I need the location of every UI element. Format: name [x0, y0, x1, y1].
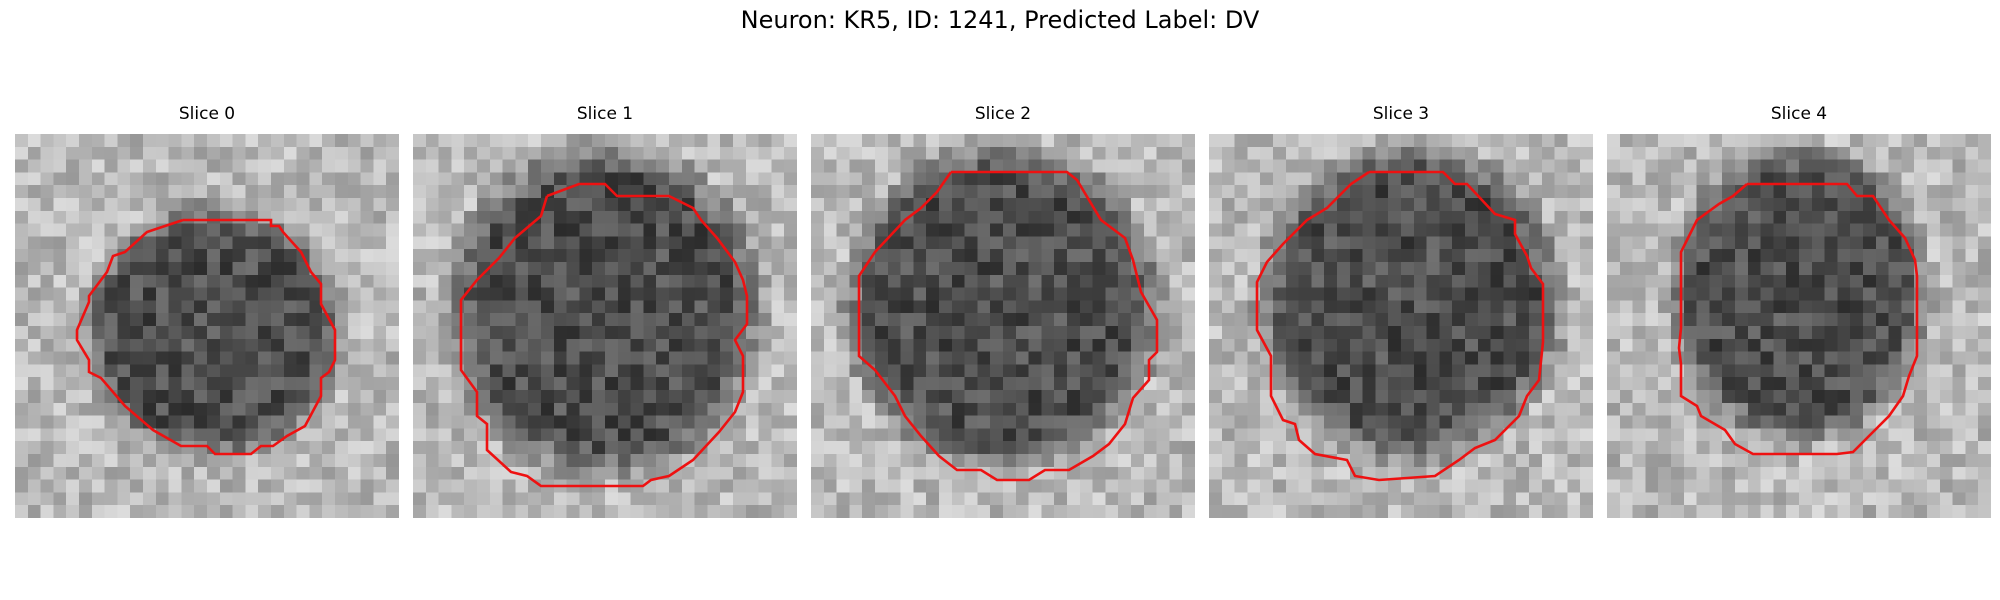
slice-image [811, 134, 1195, 518]
segmentation-contour [857, 170, 1159, 482]
segmentation-contour [75, 218, 337, 456]
segmentation-contour [459, 182, 749, 488]
slice-panel: Slice 0 [15, 104, 399, 518]
slice-title: Slice 2 [974, 104, 1032, 124]
slice-image [1209, 134, 1593, 518]
slice-title: Slice 3 [1372, 104, 1430, 124]
slice-panel: Slice 3 [1209, 104, 1593, 518]
segmentation-contour [1255, 170, 1545, 482]
slice-panel: Slice 2 [811, 104, 1195, 518]
slice-title: Slice 1 [576, 104, 634, 124]
slice-image [413, 134, 797, 518]
segmentation-contour [1677, 182, 1919, 456]
slice-panel: Slice 4 [1607, 104, 1991, 518]
slice-panel: Slice 1 [413, 104, 797, 518]
slice-title: Slice 4 [1770, 104, 1828, 124]
slice-title: Slice 0 [178, 104, 236, 124]
figure-title: Neuron: KR5, ID: 1241, Predicted Label: … [740, 6, 1260, 34]
